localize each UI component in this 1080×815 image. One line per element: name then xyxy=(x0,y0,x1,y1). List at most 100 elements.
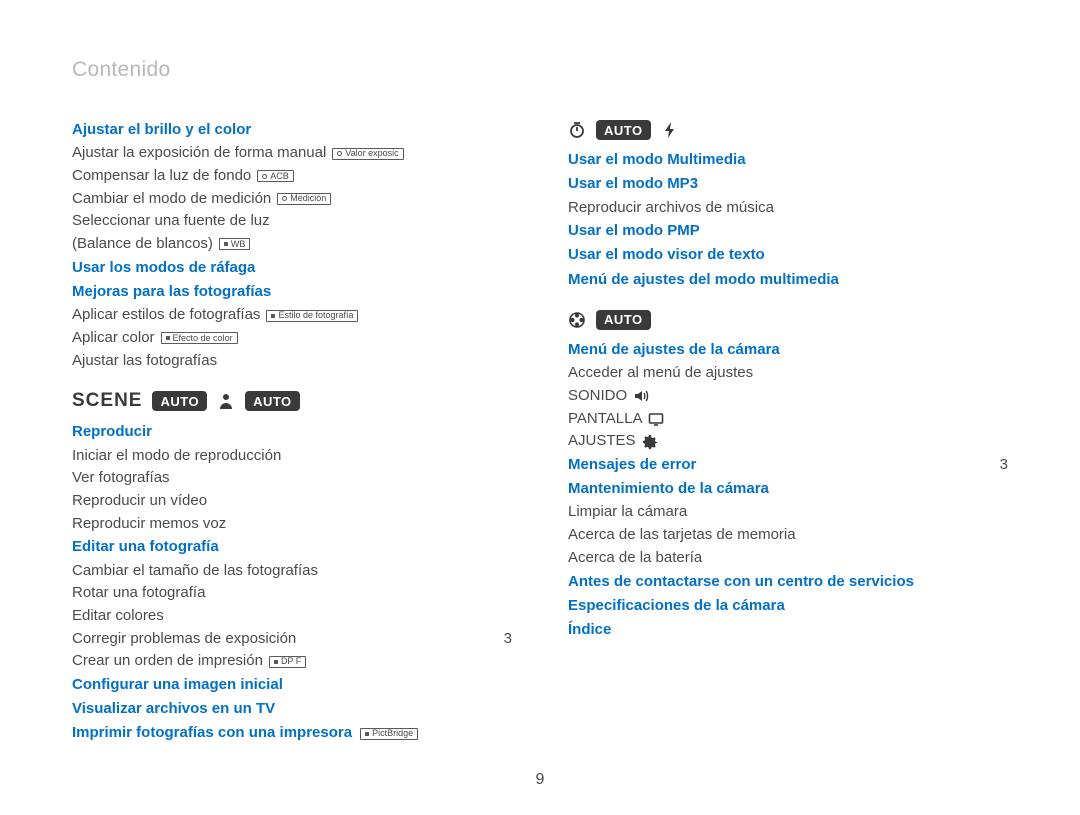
line: Acceder al menú de ajustes xyxy=(568,362,1008,385)
line: Cambiar el modo de medición Medición xyxy=(72,188,512,211)
line: Ajustar las fotografías xyxy=(72,350,512,373)
mode-icons-row: SCENE AUTO AUTO xyxy=(72,390,512,412)
line-text: Editar colores xyxy=(72,606,164,627)
person-icon xyxy=(217,392,235,410)
line: Crear un orden de impresión DP F xyxy=(72,650,512,673)
line-text: Reproducir memos voz xyxy=(72,514,226,535)
line: PANTALLA xyxy=(568,408,1008,431)
line: SONIDO xyxy=(568,385,1008,408)
badge-valor-exposic: Valor exposic xyxy=(332,148,403,160)
auto-pill: AUTO xyxy=(596,120,651,140)
heading-reproducir: Reproducir xyxy=(72,420,512,444)
line-text: Rotar una fotografía xyxy=(72,583,205,604)
line-text: Cambiar el modo de medición xyxy=(72,189,271,210)
line: Acerca de las tarjetas de memoria xyxy=(568,524,1008,547)
heading-editar: Editar una fotografía xyxy=(72,535,512,559)
line-text: Seleccionar una fuente de luz xyxy=(72,211,270,232)
heading-visualizar-tv: Visualizar archivos en un TV xyxy=(72,697,512,721)
badge-acb: ACB xyxy=(257,170,294,182)
mode-icons-row: AUTO xyxy=(568,310,1008,330)
badge-wb: WB xyxy=(219,238,251,250)
line: Rotar una fotografía xyxy=(72,582,512,605)
heading-imprimir: Imprimir fotografías con una impresora P… xyxy=(72,721,512,745)
line: Reproducir archivos de música xyxy=(568,197,1008,220)
auto-pill: AUTO xyxy=(152,391,207,411)
auto-pill: AUTO xyxy=(245,391,300,411)
line: Compensar la luz de fondo ACB xyxy=(72,165,512,188)
heading-brillo-color: Ajustar el brillo y el color xyxy=(72,118,512,142)
auto-pill: AUTO xyxy=(596,310,651,330)
line: Cambiar el tamaño de las fotografías xyxy=(72,560,512,583)
line: (Balance de blancos) WB xyxy=(72,233,512,256)
heading-indice: Índice xyxy=(568,618,1008,642)
line: Editar colores xyxy=(72,605,512,628)
badge-efecto-color: Efecto de color xyxy=(161,332,238,344)
line: Corregir problemas de exposición 3 xyxy=(72,628,512,651)
scene-label: SCENE xyxy=(72,390,142,412)
line: Ajustar la exposición de forma manual Va… xyxy=(72,142,512,165)
line-text: Compensar la luz de fondo xyxy=(72,166,251,187)
line: Aplicar estilos de fotografías Estilo de… xyxy=(72,304,512,327)
line: Reproducir memos voz xyxy=(72,513,512,536)
line-text: Ajustar la exposición de forma manual xyxy=(72,143,326,164)
line-text: Aplicar estilos de fotografías xyxy=(72,305,260,326)
line-text: Acceder al menú de ajustes xyxy=(568,363,753,384)
heading-text: Mensajes de error xyxy=(568,453,696,477)
line-text: Reproducir un vídeo xyxy=(72,491,207,512)
heading-visor-texto: Usar el modo visor de texto xyxy=(568,243,1008,267)
line: Acerca de la batería xyxy=(568,547,1008,570)
badge-pictbridge: PictBridge xyxy=(360,728,418,740)
display-icon xyxy=(648,411,664,427)
line-text: Corregir problemas de exposición xyxy=(72,629,296,650)
page-number: 9 xyxy=(536,771,545,789)
line-text: Cambiar el tamaño de las fotografías xyxy=(72,561,318,582)
right-column: AUTO Usar el modo Multimedia Usar el mod… xyxy=(568,118,1008,746)
line-text: Acerca de la batería xyxy=(568,548,702,569)
page-ref: 3 xyxy=(990,456,1008,473)
film-reel-icon xyxy=(568,311,586,329)
heading-menu-camara: Menú de ajustes de la cámara xyxy=(568,338,1008,362)
badge-dpf: DP F xyxy=(269,656,306,668)
line-text: Acerca de las tarjetas de memoria xyxy=(568,525,796,546)
line-text: (Balance de blancos) xyxy=(72,234,213,255)
line: AJUSTES xyxy=(568,430,1008,453)
mode-icons-row: AUTO xyxy=(568,120,1008,140)
line-text: Crear un orden de impresión xyxy=(72,651,263,672)
heading-mejoras: Mejoras para las fotografías xyxy=(72,280,512,304)
page-ref: 3 xyxy=(494,629,512,650)
line-text: Limpiar la cámara xyxy=(568,502,687,523)
line: Limpiar la cámara xyxy=(568,501,1008,524)
heading-mensajes-error: Mensajes de error 3 xyxy=(568,453,1008,477)
heading-rafaga: Usar los modos de ráfaga xyxy=(72,256,512,280)
line-text: Iniciar el modo de reproducción xyxy=(72,446,281,467)
badge-medicion: Medición xyxy=(277,193,331,205)
line: Reproducir un vídeo xyxy=(72,490,512,513)
content-columns: Ajustar el brillo y el color Ajustar la … xyxy=(72,118,1008,746)
heading-menu-multimedia: Menú de ajustes del modo multimedia xyxy=(568,268,1008,292)
line-text: PANTALLA xyxy=(568,409,642,430)
sound-icon xyxy=(633,388,649,404)
heading-multimedia: Usar el modo Multimedia xyxy=(568,148,1008,172)
line-text: SONIDO xyxy=(568,386,627,407)
heading-especificaciones: Especificaciones de la cámara xyxy=(568,594,1008,618)
line-text: Ver fotografías xyxy=(72,468,170,489)
heading-config-inicial: Configurar una imagen inicial xyxy=(72,673,512,697)
line: Aplicar color Efecto de color xyxy=(72,327,512,350)
gear-icon xyxy=(642,434,658,450)
line-text: Aplicar color xyxy=(72,328,155,349)
heading-antes-contactar: Antes de contactarse con un centro de se… xyxy=(568,570,1008,594)
page-title: Contenido xyxy=(72,58,1008,82)
heading-mp3: Usar el modo MP3 xyxy=(568,172,1008,196)
line: Seleccionar una fuente de luz xyxy=(72,210,512,233)
line-text: Reproducir archivos de música xyxy=(568,198,774,219)
line-text: AJUSTES xyxy=(568,431,636,452)
badge-estilo: Estilo de fotografía xyxy=(266,310,358,322)
line: Ver fotografías xyxy=(72,467,512,490)
heading-pmp: Usar el modo PMP xyxy=(568,219,1008,243)
flash-icon xyxy=(661,121,679,139)
line: Iniciar el modo de reproducción xyxy=(72,445,512,468)
left-column: Ajustar el brillo y el color Ajustar la … xyxy=(72,118,512,746)
heading-mantenimiento: Mantenimiento de la cámara xyxy=(568,477,1008,501)
timer-icon xyxy=(568,121,586,139)
line-text: Ajustar las fotografías xyxy=(72,351,217,372)
